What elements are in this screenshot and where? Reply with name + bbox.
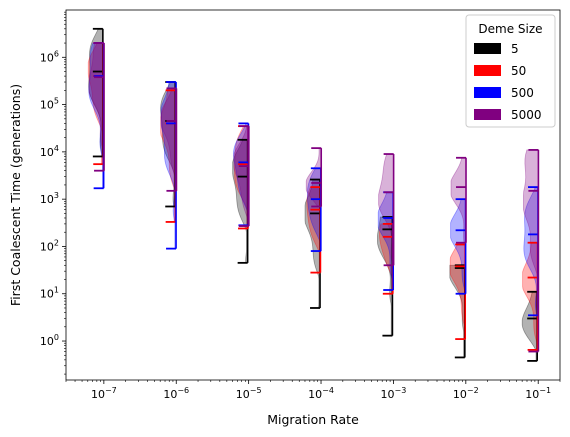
y-axis-label: First Coalescent Time (generations) xyxy=(8,84,23,306)
x-tick-label: 10−4 xyxy=(308,386,334,401)
x-tick-label: 10−5 xyxy=(236,386,262,401)
violin-body xyxy=(450,157,467,244)
legend-swatch xyxy=(474,109,501,120)
violin-body xyxy=(88,42,105,189)
y-axis: 100 101 102 103 104 105 106 xyxy=(40,11,66,375)
violin-body xyxy=(449,264,466,358)
legend-title: Deme Size xyxy=(478,22,542,36)
violin-body xyxy=(378,153,395,266)
legend-swatch xyxy=(474,65,501,76)
x-axis-label: Migration Rate xyxy=(267,412,359,427)
x-tick-label: 10−3 xyxy=(381,386,407,401)
legend-swatch xyxy=(474,87,501,98)
x-axis: 10−7 10−6 10−5 10−4 10−3 10−2 10−1 xyxy=(65,380,561,401)
y-tick-label: 104 xyxy=(40,144,59,159)
legend-label: 5 xyxy=(511,42,519,56)
violin-body xyxy=(379,223,394,295)
legend-swatch xyxy=(474,43,501,54)
y-tick-label: 106 xyxy=(40,49,59,64)
y-tick-label: 101 xyxy=(40,286,59,301)
violin-body xyxy=(523,186,539,316)
violin-body xyxy=(232,139,249,264)
violin-body xyxy=(306,186,321,274)
violin-body xyxy=(87,42,104,165)
legend-label: 5000 xyxy=(511,108,542,122)
x-tick-label: 10−1 xyxy=(525,386,551,401)
legend: Deme Size 5 50 500 5000 xyxy=(465,14,556,128)
violin-body xyxy=(522,242,539,351)
y-tick-label: 100 xyxy=(40,333,59,348)
violin-body xyxy=(377,216,393,337)
x-tick-label: 10−6 xyxy=(163,386,189,401)
violin-body xyxy=(450,198,467,295)
y-tick-label: 102 xyxy=(40,238,59,253)
violin-body xyxy=(88,28,104,157)
plot-frame xyxy=(65,9,561,381)
y-tick-label: 103 xyxy=(40,191,59,206)
y-tick-label: 105 xyxy=(40,97,59,112)
legend-label: 50 xyxy=(511,64,526,78)
legend-label: 500 xyxy=(511,86,534,100)
x-tick-label: 10−2 xyxy=(453,386,479,401)
violin-body xyxy=(304,179,321,309)
whisker-layer xyxy=(92,27,540,362)
x-tick-label: 10−7 xyxy=(91,386,117,401)
violin-layer xyxy=(87,28,539,362)
